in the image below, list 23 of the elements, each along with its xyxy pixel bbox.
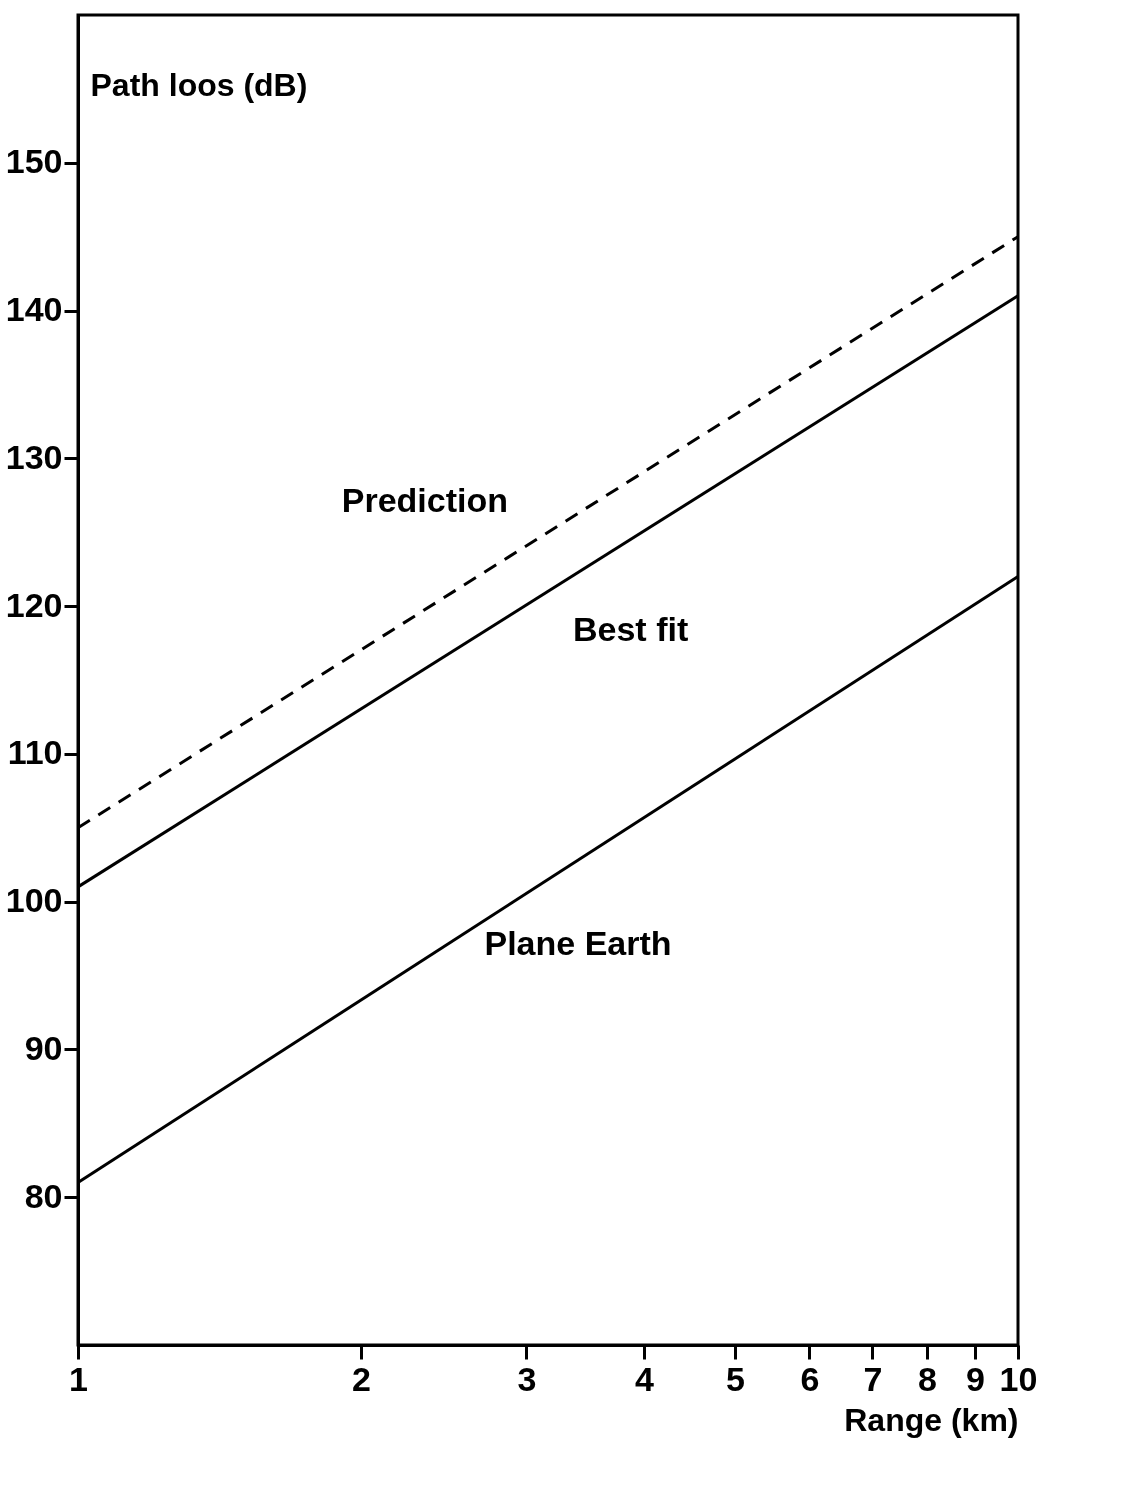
- y-tick-label: 150: [5, 142, 63, 181]
- y-tick-label: 80: [24, 1176, 63, 1215]
- x-tick-label: 1: [69, 1359, 88, 1398]
- x-tick-label: 2: [352, 1359, 371, 1398]
- x-tick-label: 9: [966, 1359, 985, 1398]
- y-tick-label: 140: [5, 290, 63, 329]
- x-tick-label: 4: [634, 1359, 654, 1398]
- x-tick-label: 5: [726, 1359, 745, 1398]
- series-label: Plane Earth: [484, 923, 672, 962]
- x-tick-label: 8: [917, 1359, 937, 1398]
- series-label: Best fit: [573, 610, 689, 649]
- y-tick-label: 130: [5, 437, 63, 476]
- y-tick-label: 120: [5, 585, 63, 624]
- x-tick-label: 7: [863, 1359, 883, 1398]
- x-tick-label: 3: [517, 1359, 537, 1398]
- x-axis-title: Range (km): [844, 1401, 1019, 1438]
- series-label: Prediction: [341, 481, 508, 520]
- y-tick-label: 110: [7, 733, 63, 772]
- y-axis-title: Path loos (dB): [90, 66, 308, 103]
- x-tick-label: 6: [800, 1359, 820, 1398]
- y-tick-label: 100: [5, 881, 63, 920]
- x-tick-label: 10: [999, 1359, 1038, 1398]
- y-tick-label: 90: [24, 1028, 63, 1067]
